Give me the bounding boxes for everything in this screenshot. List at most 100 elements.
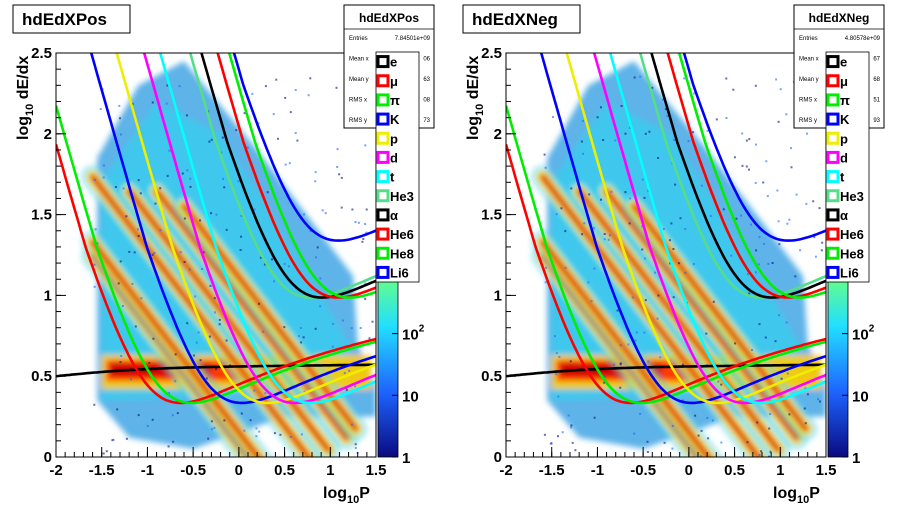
legend-entry: Li6: [376, 265, 409, 280]
legend-entry: K: [826, 112, 850, 127]
curve-4: [539, 53, 826, 405]
stats-value: 7.84501e+09: [395, 36, 431, 42]
x-label-main: log: [773, 485, 797, 502]
legend-label: α: [390, 208, 398, 223]
curve-3: [56, 105, 376, 405]
x-label-sub: 10: [797, 494, 809, 506]
stats-label: Mean y: [349, 77, 369, 83]
curve-9: [650, 53, 826, 299]
y-tick-label: 2.5: [31, 45, 52, 62]
x-tick-label: -2: [499, 462, 512, 479]
y-label-sub: 10: [474, 104, 486, 116]
legend-entry: He6: [826, 227, 864, 242]
x-tick-label: -0.5: [180, 462, 206, 479]
curve-6: [592, 53, 826, 405]
y-label-sub: 10: [24, 104, 36, 116]
z-tick-label: 10: [852, 388, 869, 405]
legend-entry: He3: [826, 189, 864, 204]
legend-label: t: [840, 170, 845, 185]
stats-label: Entries: [349, 36, 368, 42]
legend-label: Li6: [390, 265, 409, 280]
svg-text:log10P: log10P: [323, 485, 370, 506]
legend-entry: p: [376, 131, 398, 146]
x-tick-label: 1.5: [816, 462, 837, 479]
legend-label: μ: [840, 74, 848, 89]
y-axis: 0 0.5 1 1.5 2 2.5: [31, 45, 66, 466]
svg-text:log10P: log10P: [773, 485, 820, 506]
legend-label: He6: [840, 227, 864, 242]
y-tick-label: 2: [494, 126, 502, 143]
legend-entry: μ: [826, 74, 848, 89]
y-label-main: log: [465, 116, 482, 140]
legend-entry: π: [376, 93, 400, 108]
y-tick-label: 1: [494, 287, 502, 304]
x-tick-label: -1: [141, 462, 154, 479]
legend-label: d: [390, 150, 398, 165]
legend-label: μ: [390, 74, 398, 89]
y-axis-title: log10 dE/dx: [465, 56, 486, 140]
x-tick-label: -1.5: [89, 462, 115, 479]
stats-label: RMS x: [799, 98, 817, 104]
x-tick-label: -0.5: [630, 462, 656, 479]
curve-5: [565, 53, 826, 405]
stats-value: 63: [423, 77, 430, 83]
legend-label: d: [840, 150, 848, 165]
stats-label: Mean y: [799, 77, 819, 83]
stats-value: 08: [423, 98, 430, 104]
curve-1: [506, 363, 826, 378]
z-tick-label: 1: [402, 450, 410, 467]
x-axis: -2 -1.5 -1 -0.5 0 0.5 1 1.5: [49, 447, 386, 479]
legend-entry: He6: [376, 227, 414, 242]
legend-label: K: [840, 112, 850, 127]
curve-9: [200, 53, 376, 299]
curve-10: [216, 53, 376, 299]
stats-value: 73: [423, 118, 430, 124]
legend-entry: Li6: [826, 265, 859, 280]
curve-7: [158, 53, 376, 405]
chart-title-box: hdEdXPos: [12, 4, 131, 34]
y-tick-label: 0.5: [481, 368, 502, 385]
chart-title-box: hdEdXNeg: [462, 4, 581, 34]
dedx-chart-pos: -2 -1.5 -1 -0.5 0 0.5 1 1.5 0 0.5 1 1.5 2 2.5 1 10 102…: [12, 4, 435, 506]
x-label-tail: P: [809, 485, 820, 502]
legend-entry: α: [826, 208, 848, 223]
legend-entry: e: [826, 55, 847, 70]
bethe-bloch-curves: [506, 53, 826, 405]
x-tick-label: 0: [685, 462, 693, 479]
y-tick-label: 0: [44, 449, 52, 466]
stats-value: 06: [423, 57, 430, 63]
stats-label: RMS y: [799, 118, 817, 124]
legend-label: p: [390, 131, 398, 146]
y-tick-label: 2.5: [481, 45, 502, 62]
legend-label: He8: [840, 246, 864, 261]
curve-1: [56, 363, 376, 378]
stats-label: Entries: [799, 36, 818, 42]
y-tick-label: 0: [494, 449, 502, 466]
curve-4: [89, 53, 376, 405]
legend-entry: p: [826, 131, 848, 146]
y-label-tail: dE/dx: [15, 56, 32, 104]
y-tick-label: 1: [44, 287, 52, 304]
legend-label: He3: [840, 189, 864, 204]
legend-label: He8: [390, 246, 414, 261]
chart-panel-neg: -2 -1.5 -1 -0.5 0 0.5 1 1.5 0 0.5 1 1.5 2 2.5 1 10 102…: [450, 0, 900, 514]
legend-label: e: [390, 55, 397, 70]
legend-label: p: [840, 131, 848, 146]
legend-entry: d: [376, 150, 398, 165]
stats-value: 51: [873, 98, 880, 104]
stats-label: Mean x: [799, 57, 819, 63]
z-tick-label: 10: [402, 388, 419, 405]
curve-6: [142, 53, 376, 405]
x-label-tail: P: [359, 485, 370, 502]
chart-title: hdEdXPos: [22, 10, 107, 29]
y-tick-label: 1.5: [31, 207, 52, 224]
z-tick-label: 1: [852, 450, 860, 467]
chart-title: hdEdXNeg: [472, 10, 558, 29]
legend-entry: t: [376, 170, 395, 185]
heatmap-density: [81, 61, 376, 457]
x-tick-label: 0: [235, 462, 243, 479]
legend-entry: μ: [376, 74, 398, 89]
legend-label: π: [840, 93, 850, 108]
stats-value: 68: [873, 77, 880, 83]
